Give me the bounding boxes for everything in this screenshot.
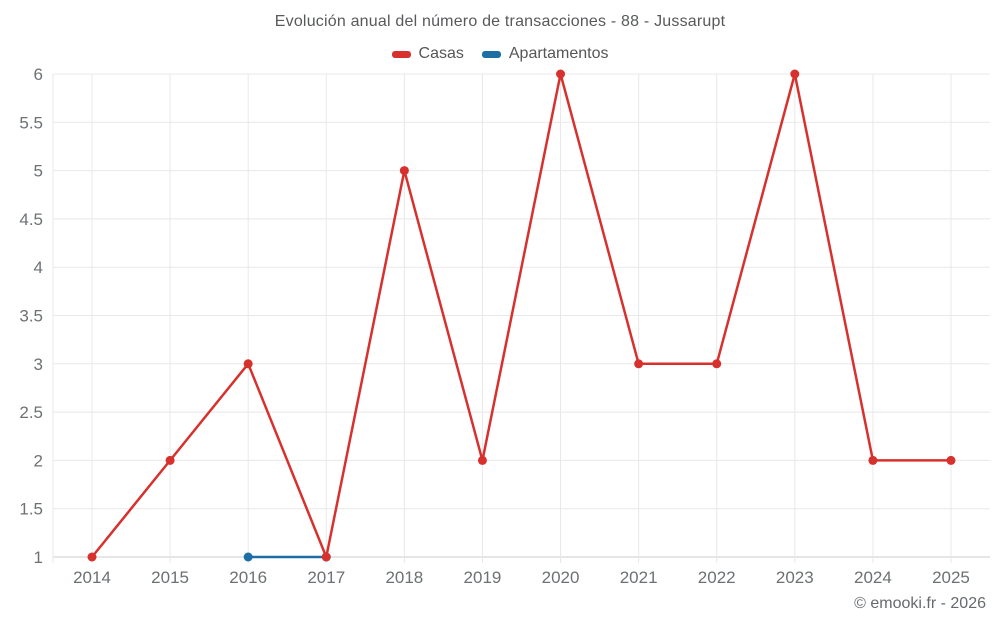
x-tick-label: 2017 xyxy=(307,568,345,587)
data-point-casas[interactable] xyxy=(868,455,878,465)
x-tick-label: 2020 xyxy=(542,568,580,587)
x-tick-label: 2025 xyxy=(932,568,970,587)
y-tick-label: 3.5 xyxy=(19,307,43,326)
y-tick-label: 2.5 xyxy=(19,403,43,422)
data-point-casas[interactable] xyxy=(165,455,175,465)
data-point-casas[interactable] xyxy=(634,359,644,369)
data-point-casas[interactable] xyxy=(790,69,800,79)
data-point-casas[interactable] xyxy=(477,455,487,465)
x-tick-label: 2018 xyxy=(385,568,423,587)
data-point-casas[interactable] xyxy=(556,69,566,79)
data-point-apartamentos[interactable] xyxy=(243,552,253,562)
y-tick-label: 5.5 xyxy=(19,113,43,132)
series-line-casas xyxy=(90,72,953,559)
data-point-casas[interactable] xyxy=(946,455,956,465)
x-tick-label: 2023 xyxy=(776,568,814,587)
y-tick-label: 2 xyxy=(34,451,43,470)
y-tick-label: 4 xyxy=(34,258,43,277)
x-tick-label: 2016 xyxy=(229,568,267,587)
data-point-casas[interactable] xyxy=(712,359,722,369)
y-tick-label: 4.5 xyxy=(19,210,43,229)
chart-title: Evolución anual del número de transaccio… xyxy=(274,13,726,30)
copyright-note: © emooki.fr - 2026 xyxy=(854,595,986,612)
x-tick-label: 2014 xyxy=(73,568,111,587)
x-tick-label: 2024 xyxy=(854,568,892,587)
y-tick-label: 3 xyxy=(34,355,43,374)
y-tick-label: 1.5 xyxy=(19,500,43,519)
data-point-casas[interactable] xyxy=(87,552,97,562)
legend-item-apartamentos[interactable]: Apartamentos xyxy=(481,45,609,63)
y-tick-label: 6 xyxy=(34,65,43,84)
x-tick-label: 2022 xyxy=(698,568,736,587)
legend-label-casas: Casas xyxy=(418,45,464,62)
data-point-casas[interactable] xyxy=(243,359,253,369)
legend: Casas Apartamentos xyxy=(0,45,1000,63)
legend-item-casas[interactable]: Casas xyxy=(391,45,464,63)
legend-swatch-casas xyxy=(391,50,411,58)
data-point-casas[interactable] xyxy=(321,552,331,562)
y-tick-label: 5 xyxy=(34,162,43,181)
data-point-casas[interactable] xyxy=(399,166,409,176)
y-tick-label: 1 xyxy=(34,548,43,567)
x-tick-label: 2021 xyxy=(620,568,658,587)
x-tick-label: 2015 xyxy=(151,568,189,587)
legend-label-apartamentos: Apartamentos xyxy=(508,45,609,62)
legend-swatch-apartamentos xyxy=(481,50,501,58)
x-tick-label: 2019 xyxy=(464,568,502,587)
